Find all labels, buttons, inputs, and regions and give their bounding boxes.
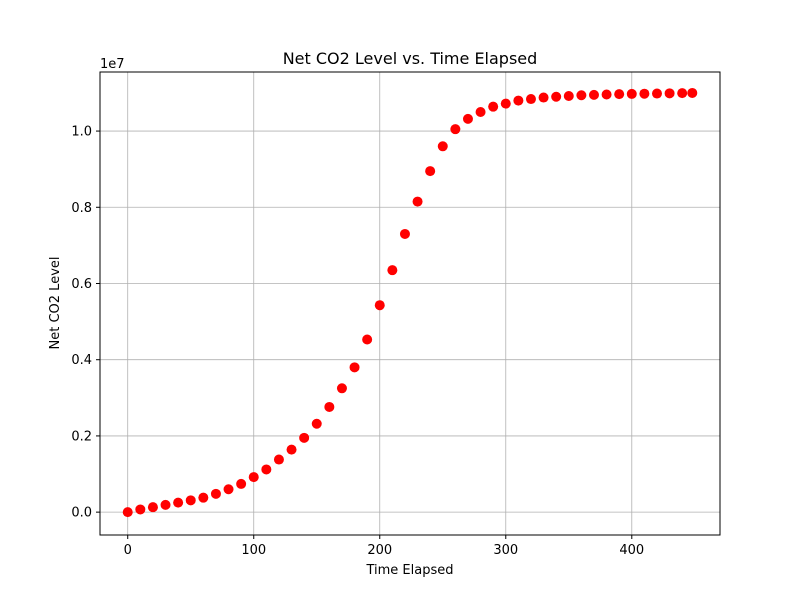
data-point: [223, 484, 234, 495]
data-point: [324, 401, 335, 412]
data-point: [336, 383, 347, 394]
data-points: [122, 87, 698, 518]
data-point: [651, 88, 662, 99]
data-point: [614, 89, 625, 100]
data-point: [475, 107, 486, 118]
data-point: [122, 507, 133, 518]
data-point: [500, 98, 511, 109]
y-tick-label: 0.2: [71, 429, 92, 444]
data-point: [437, 141, 448, 152]
data-point: [525, 94, 536, 105]
data-point: [273, 454, 284, 465]
x-tick-label: 100: [241, 543, 266, 558]
data-point: [236, 478, 247, 489]
data-point: [677, 88, 688, 99]
data-point: [576, 90, 587, 101]
data-point: [362, 334, 373, 345]
data-point: [387, 265, 398, 276]
plot-frame: [99, 71, 721, 536]
data-point: [601, 89, 612, 100]
data-point: [185, 495, 196, 506]
data-point: [513, 95, 524, 106]
y-tick-label: 0.8: [71, 201, 92, 216]
data-point: [626, 88, 637, 99]
data-point: [135, 504, 146, 515]
data-point: [374, 300, 385, 311]
data-point: [639, 88, 650, 99]
chart-title: Net CO2 Level vs. Time Elapsed: [283, 49, 538, 68]
data-point: [349, 362, 360, 373]
y-axis-label: Net CO2 Level: [48, 257, 63, 350]
data-point: [286, 444, 297, 455]
y-tick-label: 0.4: [71, 353, 92, 368]
data-point: [462, 113, 473, 124]
x-tick-label: 200: [367, 543, 392, 558]
data-point: [425, 166, 436, 177]
x-axis: 0 100 200 300 400: [124, 535, 644, 558]
data-point: [488, 101, 499, 112]
data-point: [551, 91, 562, 102]
data-point: [261, 464, 272, 475]
y-tick-label: 0.6: [71, 277, 92, 292]
y-axis-offset-label: 1e7: [100, 57, 125, 72]
data-point: [538, 92, 549, 103]
data-point: [399, 228, 410, 239]
data-point: [311, 418, 322, 429]
data-point: [450, 124, 461, 135]
x-tick-label: 0: [124, 543, 132, 558]
data-point: [198, 492, 209, 503]
data-point: [412, 196, 423, 207]
data-point: [160, 499, 171, 510]
y-axis: 0.0 0.2 0.4 0.6 0.8 1.0: [71, 125, 100, 521]
data-point: [147, 502, 158, 513]
y-tick-label: 0.0: [71, 506, 92, 521]
y-tick-label: 1.0: [71, 125, 92, 140]
data-point: [248, 472, 259, 483]
data-point: [563, 91, 574, 102]
data-point: [664, 88, 675, 99]
data-point: [210, 488, 221, 499]
data-point: [299, 432, 310, 443]
data-point: [173, 497, 184, 508]
x-axis-label: Time Elapsed: [365, 563, 453, 578]
x-tick-label: 400: [619, 543, 644, 558]
data-point: [687, 87, 698, 98]
data-point: [588, 89, 599, 100]
x-tick-label: 300: [493, 543, 518, 558]
